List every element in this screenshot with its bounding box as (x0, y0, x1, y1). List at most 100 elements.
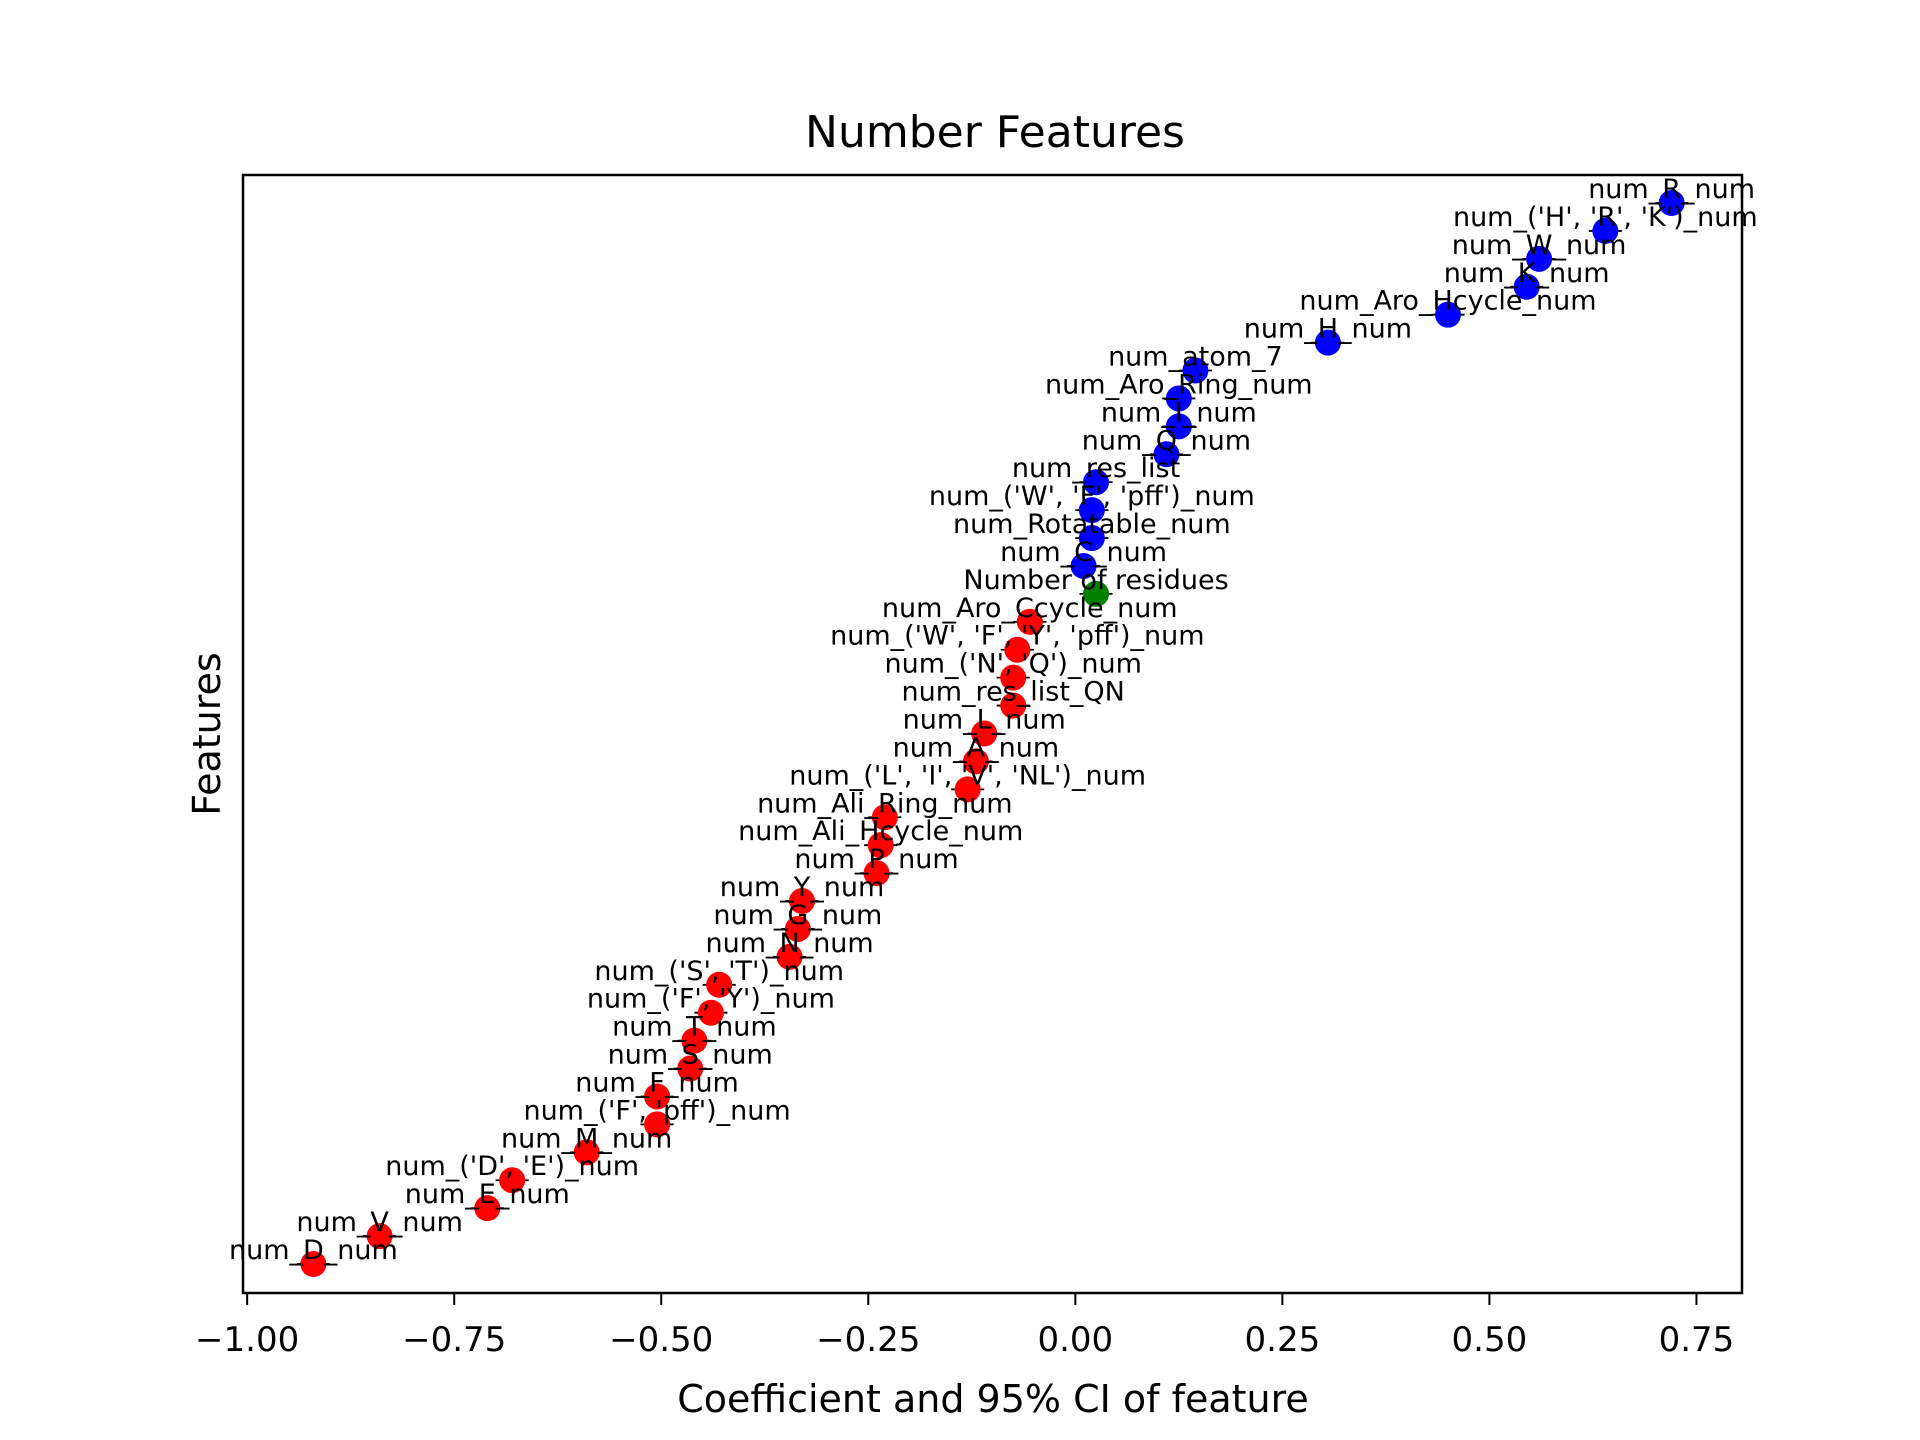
point-label: num_('F', 'pff')_num (523, 1095, 790, 1126)
point-label: num_('L', 'I', 'V', 'NL')_num (789, 760, 1146, 791)
point-label: num_Ali_Ring_num (757, 788, 1013, 819)
data-point (1182, 357, 1209, 384)
data-point (954, 776, 981, 803)
data-point (573, 1139, 600, 1166)
x-tick-label: 0.25 (1245, 1320, 1321, 1360)
data-point-group: Number of residues (963, 565, 1229, 607)
point-label: num_K_num (1444, 258, 1610, 289)
data-point-group: num_F_num (575, 1067, 739, 1110)
point-label: num_S_num (608, 1040, 773, 1071)
data-point (789, 888, 816, 915)
x-axis-label: Coefficient and 95% CI of feature (677, 1377, 1309, 1421)
data-point (1526, 245, 1553, 272)
data-point (300, 1251, 327, 1277)
data-point-group: num_atom_7 (1108, 342, 1283, 384)
data-point-group: num_Aro_Hcycle_num (1299, 286, 1597, 328)
point-label: num_N_num (705, 928, 873, 959)
point-label: num_Aro_Hcycle_num (1299, 286, 1596, 317)
point-label: num_('F', 'Y')_num (587, 984, 835, 1015)
point-label: num_('W', 'F', 'pff')_num (929, 481, 1255, 512)
data-point (1658, 190, 1685, 216)
point-label: num_E_num (405, 1179, 570, 1210)
data-point-group: num_Q_num (1082, 425, 1251, 468)
data-point-group: num_N_num (705, 928, 874, 970)
x-axis: −1.00 −0.75 −0.50 −0.25 0.00 0.25 0.50 0.75 (195, 1293, 1734, 1360)
chart-title: Number Features (805, 107, 1185, 158)
data-point (366, 1223, 393, 1250)
point-label: num_('H', 'R', 'K')_num (1453, 202, 1758, 233)
data-point-group: num_('H', 'R', 'K')_num (1453, 202, 1758, 244)
data-point (784, 915, 811, 942)
data-point-group: num_G_num (713, 900, 882, 942)
data-point-group: num_('W', 'F', 'pff')_num (929, 481, 1255, 524)
data-point (1078, 497, 1105, 524)
data-point-group: num_('W', 'F', 'Y', 'pff')_num (830, 621, 1205, 663)
data-point (706, 971, 733, 998)
point-label: num_H_num (1244, 314, 1412, 345)
data-point (499, 1167, 526, 1194)
data-point-group: num_('F', 'pff')_num (523, 1095, 791, 1138)
data-point-group: num_('N', 'Q')_num (884, 649, 1142, 691)
data-point (1083, 580, 1110, 607)
data-point (1434, 301, 1461, 328)
data-point-group: num_Aro_Ccycle_num (882, 593, 1178, 635)
data-point-group: num_('L', 'I', 'V', 'NL')_num (789, 760, 1146, 803)
data-point-group: num_Y_num (720, 872, 884, 915)
point-label: num_D_num (229, 1235, 398, 1266)
point-label: num_Q_num (1082, 425, 1251, 456)
point-label: num_Ali_Hcycle_num (738, 816, 1023, 847)
data-point-group: num_C_num (1000, 537, 1167, 579)
point-label: num_Aro_Ccycle_num (882, 593, 1178, 624)
data-point-group: num_T_num (612, 1012, 777, 1054)
point-label: num_Aro_Ring_num (1045, 369, 1313, 400)
data-point-group: num_D_num (229, 1235, 398, 1277)
x-tick-label: −0.50 (609, 1320, 713, 1360)
data-point-group: num_K_num (1444, 258, 1610, 300)
axes-frame (241, 173, 1744, 1295)
data-point (644, 1111, 671, 1138)
data-point-group: num_H_num (1244, 314, 1412, 356)
data-point (1165, 413, 1192, 440)
data-point-group: num_R_num (1588, 174, 1755, 216)
data-point (1083, 469, 1110, 496)
data-point-group: num_L_num (903, 705, 1066, 747)
data-point (1078, 525, 1105, 552)
data-point-group: num_('F', 'Y')_num (587, 984, 835, 1026)
data-point (863, 860, 890, 887)
data-point-group: num_E_num (405, 1179, 570, 1222)
data-point (1070, 552, 1097, 579)
data-point (1000, 692, 1027, 719)
data-point (867, 832, 894, 859)
point-label: num_('N', 'Q')_num (884, 649, 1141, 680)
data-point-group: num_('S', 'T')_num (594, 956, 844, 998)
x-tick-label: 0.00 (1037, 1320, 1113, 1360)
data-point (1016, 608, 1043, 635)
point-label: num_T_num (612, 1012, 777, 1043)
point-label: num_L_num (903, 705, 1066, 736)
point-label: num_('W', 'F', 'Y', 'pff')_num (830, 621, 1204, 652)
data-point (1004, 636, 1031, 663)
point-label: num_atom_7 (1108, 342, 1283, 373)
x-tick-label: −1.00 (195, 1320, 299, 1360)
point-label: num_G_num (713, 900, 882, 931)
data-point (971, 720, 998, 747)
y-axis-label: Features (185, 652, 229, 815)
data-point (1314, 329, 1341, 356)
data-point-group: num_Rotatable_num (953, 509, 1231, 552)
data-point-group: num_('D', 'E')_num (385, 1151, 639, 1194)
point-label: num_res_list_QN (902, 677, 1125, 708)
x-tick-label: 0.75 (1659, 1320, 1735, 1360)
data-point (1153, 441, 1180, 468)
point-label: num_('S', 'T')_num (594, 956, 844, 987)
point-label: Number of residues (963, 565, 1228, 596)
data-point-group: num_M_num (501, 1123, 672, 1166)
data-point (681, 1027, 708, 1054)
point-label: num_F_num (575, 1067, 739, 1098)
point-label: num_res_list (1012, 453, 1180, 484)
data-point-group: num_Aro_Ring_num (1045, 369, 1313, 412)
data-point-group: num_res_list (1012, 453, 1180, 496)
data-point-group: num_Ali_Hcycle_num (738, 816, 1023, 859)
point-label: num_W_num (1452, 230, 1627, 261)
